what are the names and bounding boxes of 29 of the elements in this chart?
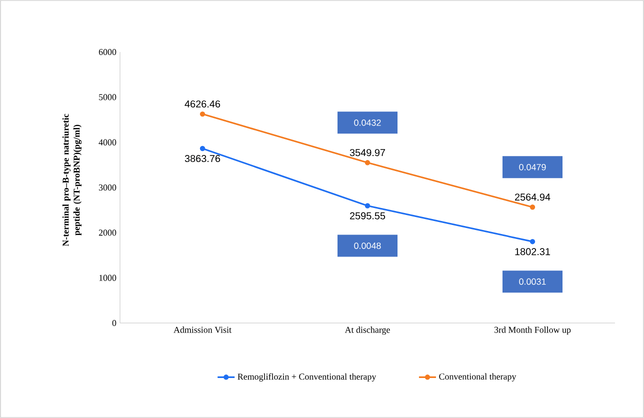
data-label: 1802.31 [515, 248, 550, 256]
annotation: 0.0031 [519, 278, 546, 285]
point [200, 111, 206, 117]
data-label: 4626.46 [184, 100, 220, 108]
point [364, 203, 370, 208]
y-tick-label: 4000 [98, 139, 116, 146]
legend-label: Remogliflozin + Conventional therapy [238, 373, 376, 382]
legend-label: Conventional therapy [439, 373, 516, 382]
point [530, 238, 536, 244]
y-tick-label: 1000 [99, 274, 116, 281]
x-tick-label: At discharge [344, 326, 390, 335]
y-tick-label: 6000 [98, 48, 116, 56]
data-label: 2564.94 [515, 194, 550, 201]
annotation: 0.0048 [354, 242, 381, 249]
point [530, 204, 536, 210]
annotation: 0.0432 [354, 119, 381, 126]
data-label: 3863.76 [184, 155, 220, 162]
x-tick-label: 3rd Month Follow up [494, 326, 571, 335]
annotation: 0.0479 [519, 164, 546, 170]
point [364, 160, 370, 166]
data-label: 2595.55 [350, 212, 386, 220]
y-tick-label: 2000 [98, 230, 116, 236]
y-tick-label: 5000 [99, 94, 116, 100]
x-tick-label: Admission Visit [174, 326, 232, 333]
data-label: 3549.97 [350, 149, 386, 156]
y-axis-title: N-terminal pro–B-type natriuretic peptide (NT-proBNP)(pg/ml) [62, 114, 82, 246]
y-tick-label: 0 [112, 320, 116, 326]
point [200, 146, 206, 152]
y-tick-label: 3000 [98, 184, 116, 191]
